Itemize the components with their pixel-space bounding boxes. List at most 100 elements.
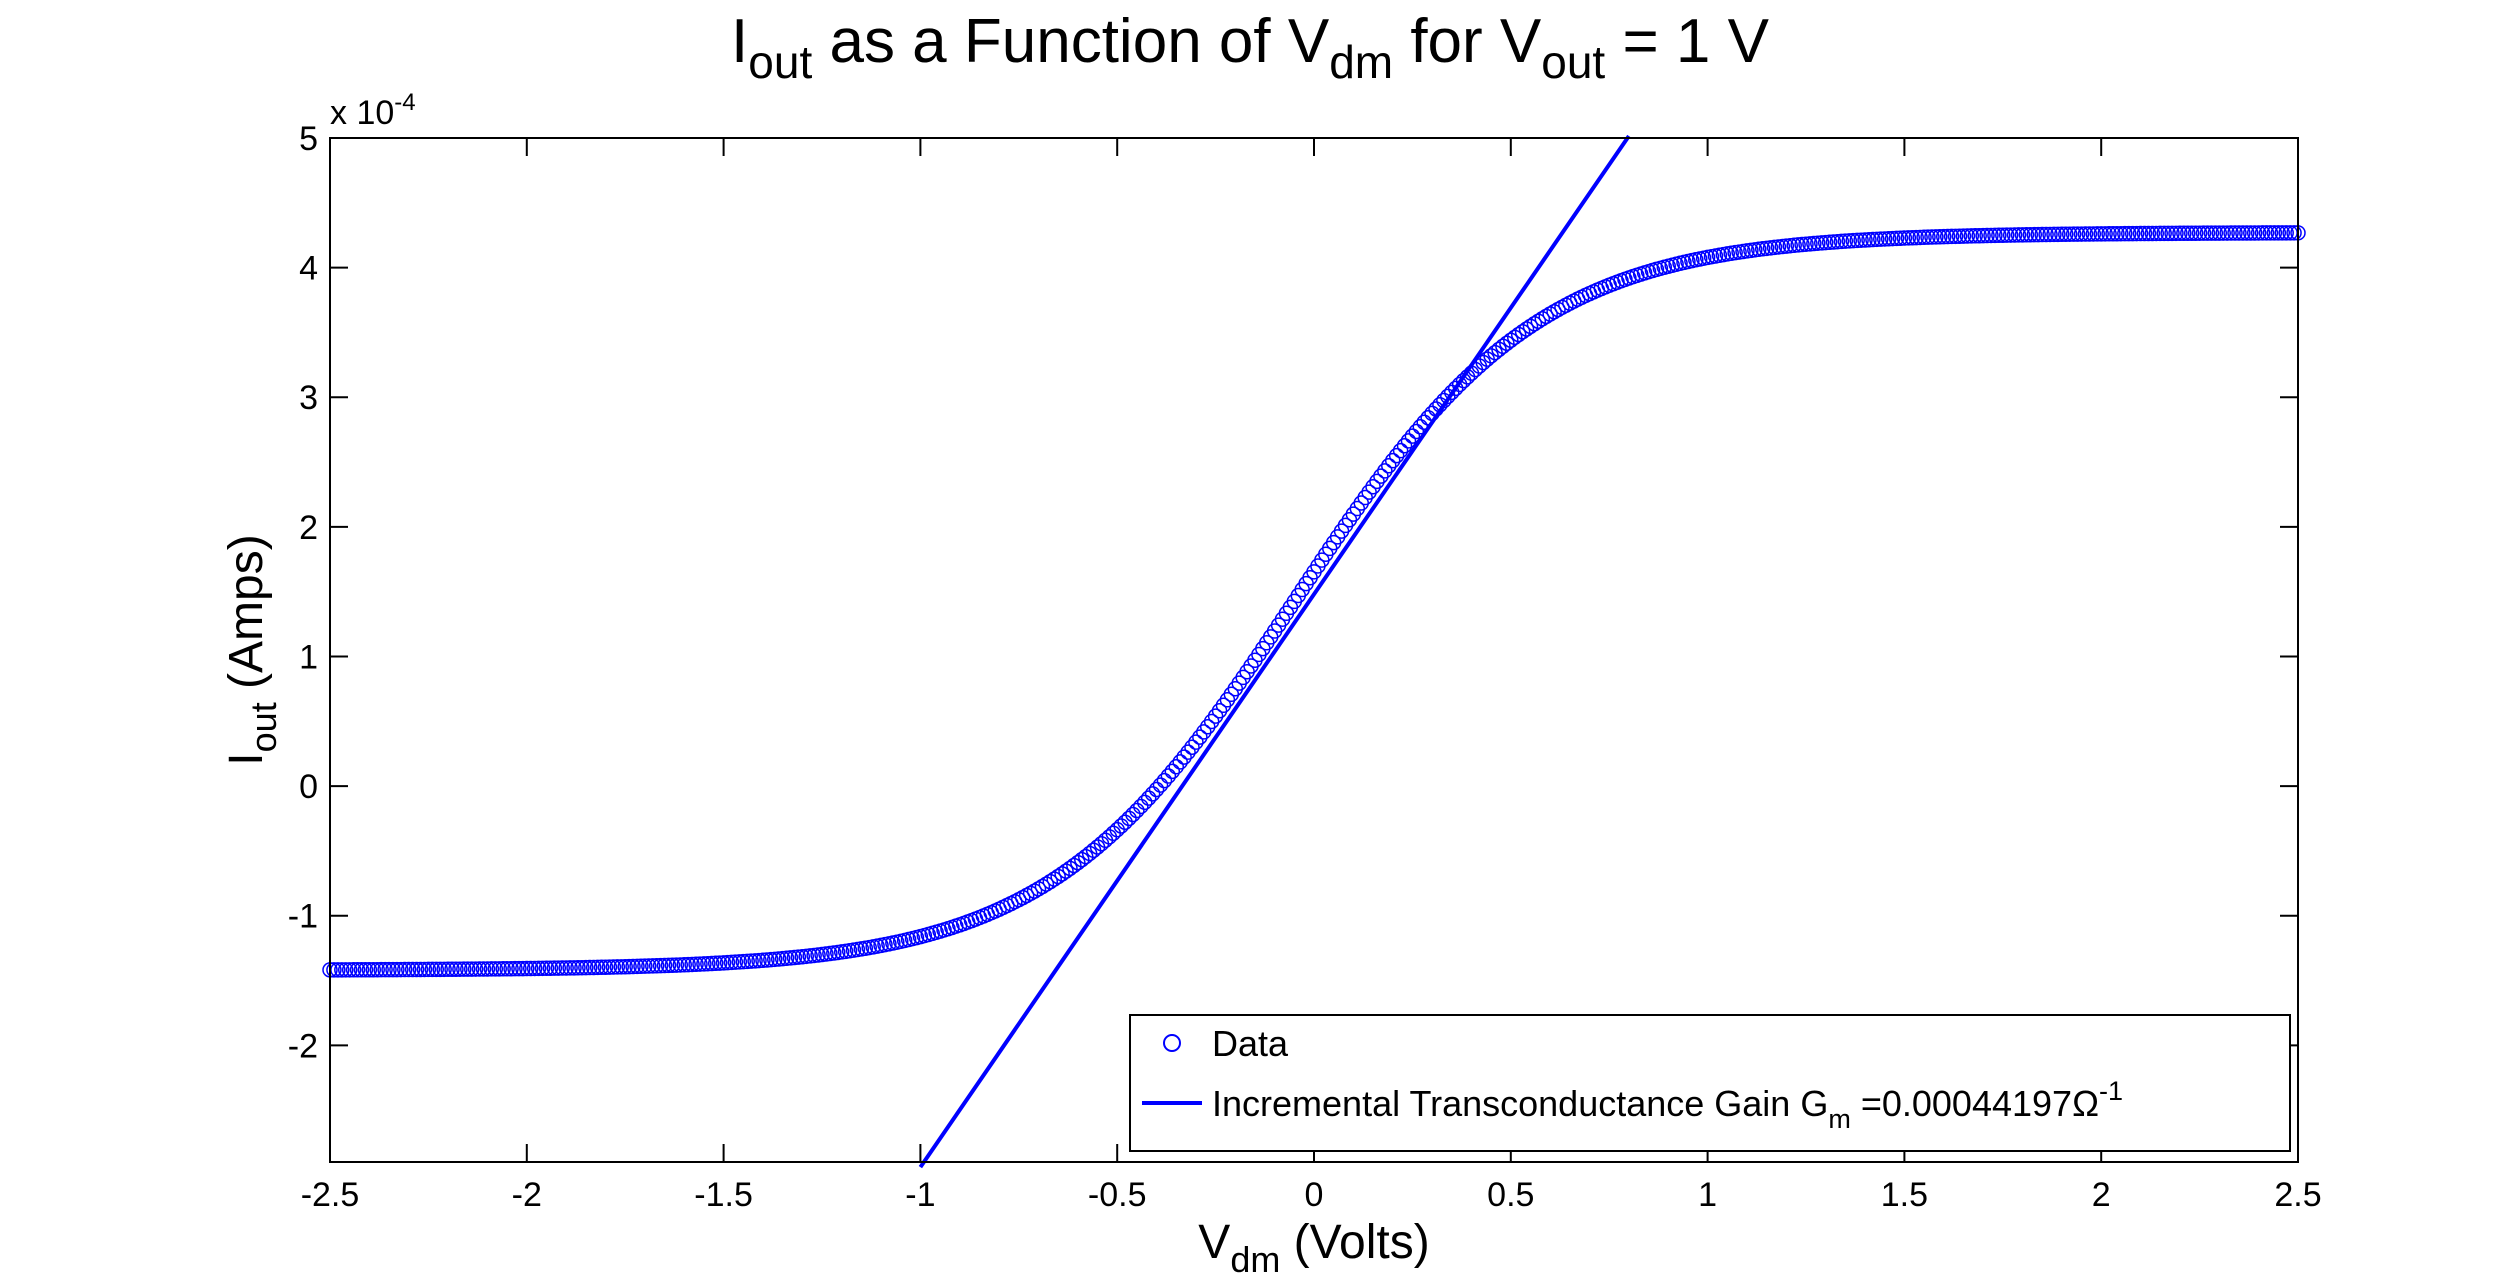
data-point	[1447, 380, 1464, 397]
data-point	[1384, 452, 1401, 469]
data-point	[1817, 234, 1834, 251]
data-point	[326, 962, 342, 978]
data-point	[1361, 484, 1377, 500]
data-point	[479, 961, 496, 977]
data-point	[589, 959, 606, 976]
data-point	[2262, 225, 2279, 241]
legend-box	[1129, 1014, 2291, 1152]
data-point	[1357, 489, 1373, 506]
data-point	[1491, 341, 1507, 358]
x-tick-label: -1	[905, 1176, 935, 1214]
data-point	[2160, 225, 2176, 242]
data-point	[1810, 235, 1826, 251]
plot-frame	[329, 137, 2299, 1163]
data-point	[2022, 226, 2039, 243]
data-point	[1070, 854, 1086, 871]
data-point	[1833, 233, 1850, 250]
data-point	[1388, 447, 1405, 464]
data-point	[2148, 225, 2165, 242]
data-point	[2219, 225, 2235, 241]
data-point	[460, 961, 476, 977]
data-point	[1148, 781, 1165, 798]
x-axis-label: Vdm (Volts)	[1198, 1216, 1429, 1280]
data-point	[1392, 442, 1409, 459]
data-point	[1514, 323, 1531, 340]
data-point	[1939, 228, 1956, 245]
data-point	[365, 961, 382, 978]
data-point	[1857, 232, 1873, 248]
data-point	[2235, 225, 2251, 241]
y-tick-label: 0	[299, 768, 318, 806]
data-point	[727, 954, 744, 970]
data-point	[629, 958, 645, 975]
data-point	[337, 962, 354, 978]
data-point	[1896, 230, 1913, 246]
data-point	[1160, 768, 1177, 784]
data-point	[672, 957, 689, 973]
x-tick-label: -1.5	[694, 1176, 753, 1214]
data-point	[2077, 226, 2094, 242]
data-point	[617, 958, 633, 975]
y-exponent-label: x 10-4	[330, 89, 416, 132]
data-point	[566, 960, 582, 976]
data-point	[2278, 225, 2294, 241]
data-point	[656, 957, 673, 974]
data-point	[1416, 414, 1432, 430]
legend-data-label: Data	[1212, 1023, 1289, 1064]
data-point	[1022, 885, 1039, 902]
data-point	[711, 955, 728, 971]
data-point	[503, 960, 519, 977]
data-point	[2274, 225, 2291, 241]
data-point	[1440, 388, 1456, 405]
chart-title: Iout as a Function of Vdm for Vout = 1 V	[731, 7, 1770, 88]
data-point	[1806, 235, 1822, 252]
data-point	[1845, 232, 1861, 249]
data-point	[1428, 401, 1444, 417]
data-point	[483, 961, 500, 977]
data-point	[2085, 226, 2102, 242]
data-point	[385, 961, 401, 978]
data-point	[1054, 866, 1070, 882]
legend-data-marker	[1163, 1034, 1181, 1052]
data-point	[416, 961, 433, 978]
data-point	[2191, 225, 2208, 241]
data-point	[2030, 226, 2046, 243]
data-point	[2258, 225, 2275, 241]
data-point	[2144, 225, 2161, 242]
data-point	[420, 961, 437, 978]
data-point	[546, 960, 563, 976]
data-point	[373, 961, 389, 978]
data-point	[688, 956, 704, 973]
fit-line	[918, 134, 1631, 1169]
data-point	[2026, 226, 2043, 243]
data-point	[369, 961, 385, 978]
data-point	[1932, 229, 1948, 245]
x-tick-label: 0	[1305, 1176, 1324, 1214]
data-point	[424, 961, 441, 978]
data-point	[1924, 229, 1940, 245]
data-point	[519, 960, 535, 977]
data-point	[467, 961, 484, 977]
data-point	[345, 962, 362, 978]
data-point	[495, 961, 511, 977]
data-point	[1396, 438, 1413, 454]
data-point	[2054, 226, 2070, 243]
data-point	[1880, 231, 1897, 247]
data-point	[2168, 225, 2184, 242]
data-point	[1168, 758, 1184, 775]
data-point	[1892, 230, 1909, 246]
data-point	[660, 957, 677, 974]
data-point	[534, 960, 551, 977]
x-tick-label: -2	[512, 1176, 542, 1214]
data-point	[2010, 227, 2027, 243]
data-point	[715, 955, 732, 971]
data-point	[664, 957, 681, 973]
data-point	[2034, 226, 2050, 243]
data-point	[2061, 226, 2078, 242]
data-point	[680, 956, 696, 973]
data-point	[2113, 225, 2129, 242]
data-point	[1916, 229, 1932, 246]
data-point	[2038, 226, 2054, 243]
data-point	[609, 959, 626, 975]
data-point	[700, 955, 716, 972]
